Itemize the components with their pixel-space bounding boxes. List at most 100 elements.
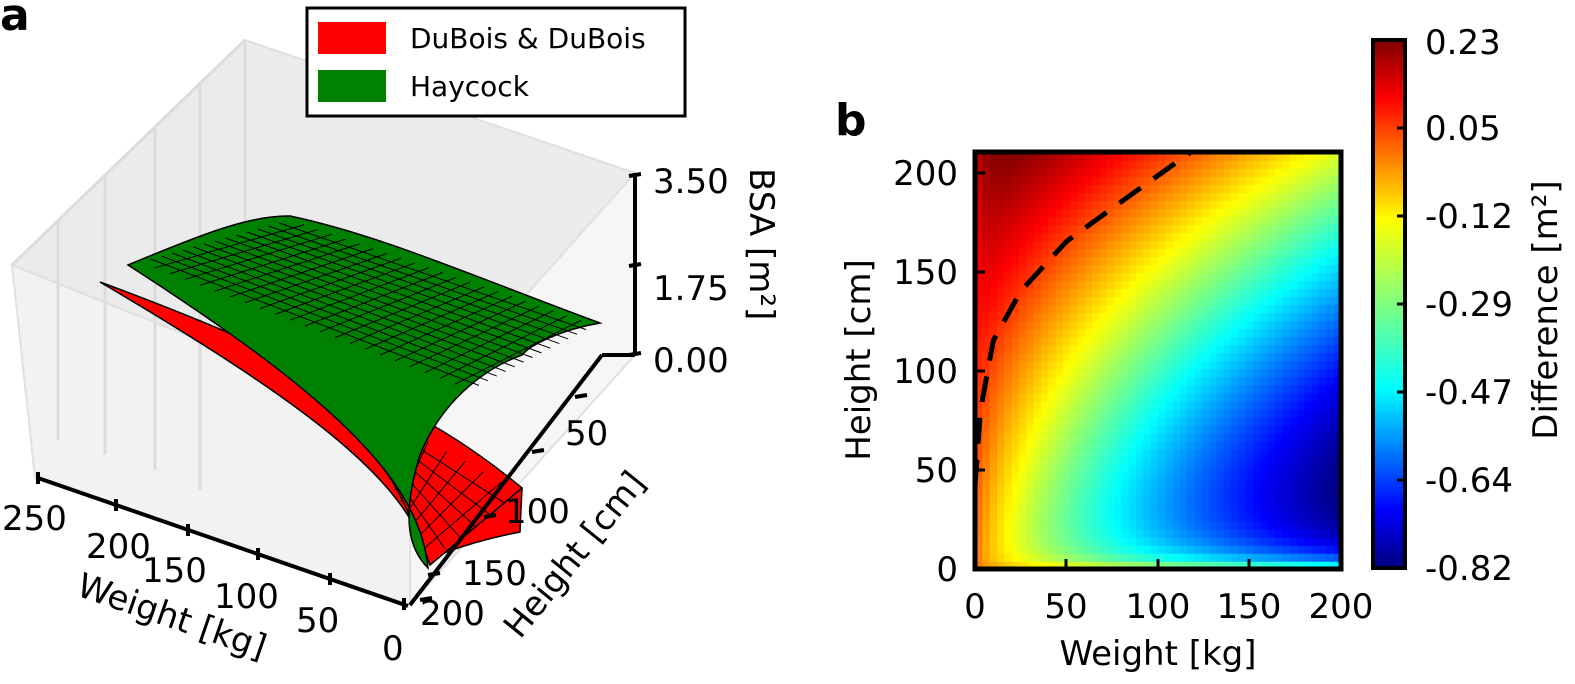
heatmap-cell [1231,456,1240,466]
heatmap-cell [1070,440,1079,450]
heatmap-cell [1238,320,1247,330]
heatmap-cell [1121,392,1130,402]
heatmap-cell [1033,552,1042,562]
heatmap-cell [1106,272,1115,282]
heatmap-cell [1136,208,1145,217]
heatmap-cell [1223,472,1232,482]
heatmap-cell [1070,288,1079,298]
heatmap-cell [1333,192,1341,201]
heatmap-cell [1311,384,1320,394]
heatmap-cell [1209,400,1218,410]
heatmap-cell [996,232,1006,242]
heatmap-cell [1070,456,1079,466]
heatmap-cell [1084,544,1093,554]
heatmap-cell [1231,392,1240,402]
heatmap-cell [1179,224,1189,233]
heatmap-cell [1048,456,1057,466]
heatmap-cell [1194,472,1203,482]
heatmap-cell [1026,208,1035,217]
heatmap-cell [1311,368,1320,378]
heatmap-cell [1289,440,1298,450]
heatmap-cell [1121,560,1130,569]
heatmap-cell [1136,416,1145,426]
heatmap-cell [1055,304,1064,314]
heatmap-cell [1084,488,1093,498]
heatmap-cell [1158,408,1167,418]
heatmap-cell [1260,432,1269,442]
heatmap-cell [1143,504,1152,514]
heatmap-cell [1304,424,1313,434]
heatmap-cell [1223,552,1232,562]
heatmap-cell [1194,376,1203,386]
heatmap-cell [1201,208,1211,217]
heatmap-cell [1333,240,1341,250]
heatmap-cell [1304,192,1313,201]
heatmap-cell [1055,544,1064,554]
heatmap-cell [1238,168,1247,177]
heatmap-cell [1333,480,1341,490]
heatmap-cell [1333,352,1341,362]
heatmap-cell [1333,416,1341,426]
heatmap-cell [1026,304,1035,314]
heatmap-cell [1077,480,1086,490]
heatmap-cell [1223,320,1232,330]
heatmap-cell [1289,224,1298,233]
colorbar-tick-3: -0.29 [1425,285,1513,325]
heatmap-cell [1187,472,1196,482]
legend-label-haycock: Haycock [410,70,530,103]
heatmap-cell [1018,336,1028,346]
heatmap-cell [1040,184,1049,193]
heatmap-cell [1011,520,1020,530]
heatmap-cell [1304,168,1313,177]
heatmap-cell [1245,384,1254,394]
heatmap-cell [1070,432,1079,442]
heatmap-cell [1040,368,1049,378]
heatmap-cell [1165,192,1174,201]
heatmap-cell [1055,424,1064,434]
heatmap-cell [1004,344,1013,354]
heatmap-cell [1150,536,1159,546]
heatmap-cell [1289,248,1298,258]
heatmap-cell [1143,552,1152,562]
heatmap-cell [1165,240,1174,250]
heatmap-tick-marks [975,171,1251,569]
heatmap-cell [1004,248,1013,258]
heatmap-cell [1070,168,1079,177]
heatmap-cell [1121,216,1130,225]
heatmap-cell [1077,408,1086,418]
heatmap-cell [1201,176,1211,185]
heatmap-cell [1033,232,1042,242]
heatmap-cell [1158,384,1167,394]
heatmap-cell [1143,216,1152,225]
heatmap-cell [1333,272,1341,282]
heatmap-cell [1070,520,1079,530]
heatmap-cell [1092,504,1101,514]
heatmap-cell [1245,464,1254,474]
heatmap-cell [1040,448,1049,458]
heatmap-cell [1326,184,1335,193]
heatmap-cell [989,544,998,554]
heatmap-cell [1099,560,1108,569]
heatmap-cell [1172,320,1181,330]
heatmap-cell [1179,528,1189,538]
heatmap-cell [1326,240,1335,250]
heatmap-cell [1143,232,1152,242]
heatmap-cell [1026,360,1035,370]
height-tick-2: 150 [462,554,527,594]
heatmap-cell [1275,256,1284,266]
heatmap-cell [1326,304,1335,314]
heatmap-cell [1150,376,1159,386]
heatmap-cell [1099,384,1108,394]
heatmap-cell [1201,440,1211,450]
heatmap-cell [1311,280,1320,290]
heatmap-cell [1062,296,1071,306]
heatmap-cell [1004,256,1013,266]
heatmap-cell [1297,520,1306,530]
heatmap-cell [1026,216,1035,225]
heatmap-cell [1062,304,1071,314]
heatmap-cell [1333,456,1341,466]
heatmap-cell [1165,496,1174,506]
heatmap-cell [989,552,998,562]
heatmap-cell [1092,488,1101,498]
heatmap-cell [1084,464,1093,474]
